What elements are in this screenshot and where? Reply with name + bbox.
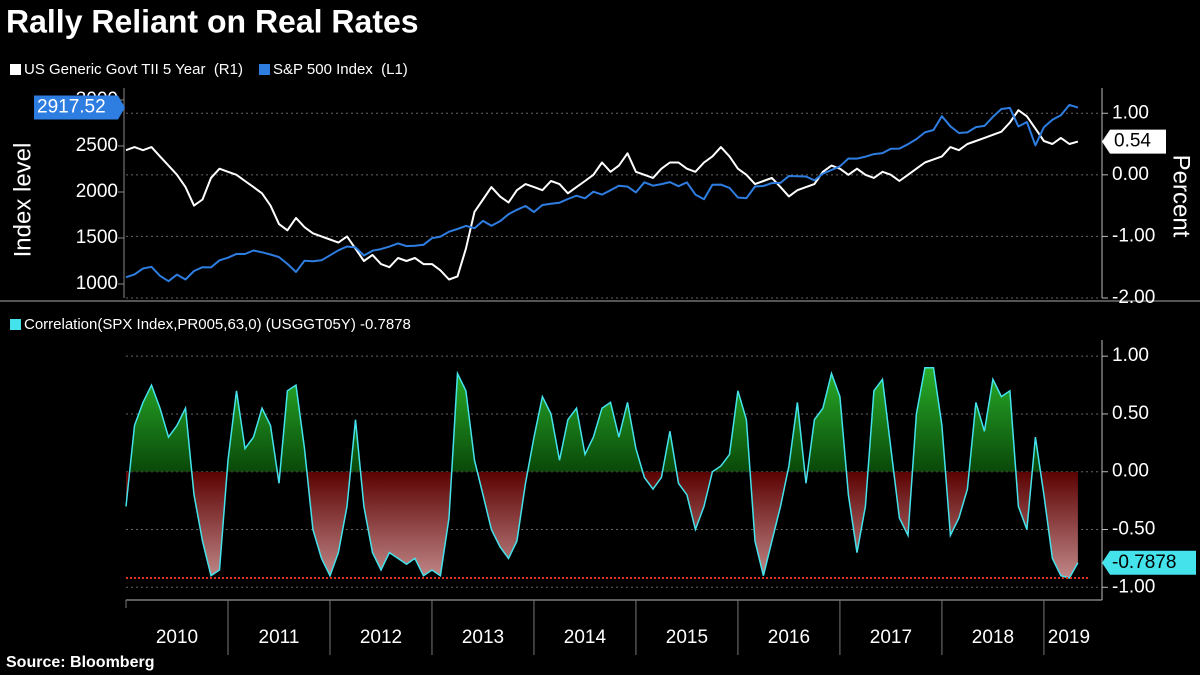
legend-swatch: [258, 64, 270, 75]
x-tick-label: 2017: [870, 627, 912, 648]
line-series: [125, 109, 1079, 281]
last-value-callout: [34, 95, 125, 120]
area-negative: [126, 471, 1078, 578]
legend-swatch: [10, 319, 21, 330]
chart-title: Rally Reliant on Real Rates: [6, 3, 419, 39]
line-series: [125, 366, 1079, 579]
y2-tick-label: -0.50: [1112, 519, 1155, 540]
y-tick-label: 1500: [76, 227, 118, 248]
y-tick-label: 2500: [76, 135, 118, 156]
last-value-label: 0.54: [1114, 131, 1151, 152]
last-value-label: 2917.52: [37, 97, 106, 118]
y2-tick-label: 0.00: [1112, 164, 1149, 185]
legend-swatch: [10, 64, 21, 75]
x-tick-label: 2011: [259, 627, 300, 648]
last-value-label: -0.7878: [1112, 552, 1176, 573]
last-value-callout: [1102, 550, 1196, 575]
x-tick-label: 2016: [768, 627, 810, 648]
y2-tick-label: 0.50: [1112, 403, 1149, 424]
y2-tick-label: 0.00: [1112, 461, 1149, 482]
y2-tick-label: 1.00: [1112, 102, 1149, 123]
last-value-callout: [1102, 129, 1166, 154]
area-positive: [126, 367, 1078, 472]
legend-label: Correlation(SPX Index,PR005,63,0) (USGGT…: [24, 316, 411, 333]
x-tick-label: 2013: [462, 627, 504, 648]
y-tick-label: 2000: [76, 181, 118, 202]
x-tick-label: 2012: [360, 627, 402, 648]
y2-tick-label: 1.00: [1112, 345, 1149, 366]
y2-axis-title: Percent: [1168, 155, 1195, 238]
y2-tick-label: -1.00: [1112, 225, 1155, 246]
x-tick-label: 2019: [1048, 627, 1090, 648]
source: Source: Bloomberg: [6, 654, 154, 671]
legend-label: US Generic Govt TII 5 Year (R1): [24, 61, 243, 78]
x-tick-label: 2010: [156, 627, 198, 648]
y-tick-label: 1000: [76, 273, 118, 294]
y2-tick-label: -1.00: [1112, 576, 1155, 597]
x-tick-label: 2014: [564, 627, 607, 648]
x-tick-label: 2015: [666, 627, 708, 648]
x-tick-label: 2018: [972, 627, 1014, 648]
y2-tick-label: -2.00: [1112, 287, 1155, 308]
legend-label: S&P 500 Index (L1): [273, 61, 408, 78]
line-series: [125, 103, 1079, 283]
y-axis-title: Index level: [9, 143, 36, 258]
